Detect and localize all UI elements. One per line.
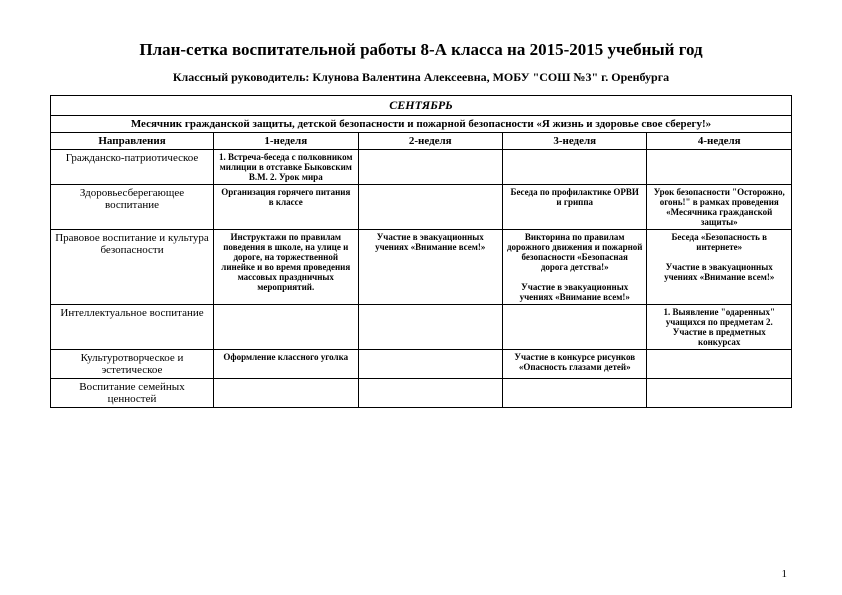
week-cell: 1. Выявление "одаренных" учащихся по пре… — [647, 305, 792, 350]
week-cell: Инструктажи по правилам поведения в школ… — [214, 230, 358, 305]
direction-cell: Воспитание семейных ценностей — [51, 379, 214, 408]
week-cell: Организация горячего питания в классе — [214, 185, 358, 230]
direction-cell: Гражданско-патриотическое — [51, 150, 214, 185]
week-cell — [214, 379, 358, 408]
header-week3: 3-неделя — [502, 133, 646, 150]
direction-cell: Интеллектуальное воспитание — [51, 305, 214, 350]
week-cell: Участие в конкурсе рисунков «Опасность г… — [502, 350, 646, 379]
theme-row: Месячник гражданской защиты, детской без… — [51, 116, 792, 133]
document-subtitle: Классный руководитель: Клунова Валентина… — [50, 70, 792, 85]
header-week2: 2-неделя — [358, 133, 502, 150]
header-directions: Направления — [51, 133, 214, 150]
header-week4: 4-неделя — [647, 133, 792, 150]
schedule-table: СЕНТЯБРЬ Месячник гражданской защиты, де… — [50, 95, 792, 408]
table-row: Гражданско-патриотическое1. Встреча-бесе… — [51, 150, 792, 185]
week-cell — [214, 305, 358, 350]
week-cell — [647, 379, 792, 408]
week-cell: 1. Встреча-беседа с полковником милиции … — [214, 150, 358, 185]
week-cell: Викторина по правилам дорожного движения… — [502, 230, 646, 305]
page-number: 1 — [782, 568, 788, 580]
table-row: Правовое воспитание и культура безопасно… — [51, 230, 792, 305]
week-cell — [647, 150, 792, 185]
table-row: Здоровьесберегающее воспитаниеОрганизаци… — [51, 185, 792, 230]
month-header: СЕНТЯБРЬ — [51, 96, 792, 116]
week-cell — [358, 150, 502, 185]
week-cell — [502, 150, 646, 185]
week-cell — [358, 185, 502, 230]
table-row: Интеллектуальное воспитание 1. Выявление … — [51, 305, 792, 350]
direction-cell: Здоровьесберегающее воспитание — [51, 185, 214, 230]
week-cell — [358, 350, 502, 379]
week-cell: Участие в эвакуационных учениях «Внимани… — [358, 230, 502, 305]
direction-cell: Культуротворческое и эстетическое — [51, 350, 214, 379]
table-row: Культуротворческое и эстетическоеОформле… — [51, 350, 792, 379]
week-cell — [502, 379, 646, 408]
week-cell: Оформление классного уголка — [214, 350, 358, 379]
document-title: План-сетка воспитательной работы 8-А кла… — [50, 40, 792, 60]
direction-cell: Правовое воспитание и культура безопасно… — [51, 230, 214, 305]
week-cell — [358, 305, 502, 350]
header-week1: 1-неделя — [214, 133, 358, 150]
week-cell: Урок безопасности "Осторожно, огонь!" в … — [647, 185, 792, 230]
week-cell — [647, 350, 792, 379]
week-cell — [502, 305, 646, 350]
table-row: Воспитание семейных ценностей — [51, 379, 792, 408]
week-cell — [358, 379, 502, 408]
week-cell: Беседа «Безопасность в интернете» Участи… — [647, 230, 792, 305]
week-cell: Беседа по профилактике ОРВИ и гриппа — [502, 185, 646, 230]
